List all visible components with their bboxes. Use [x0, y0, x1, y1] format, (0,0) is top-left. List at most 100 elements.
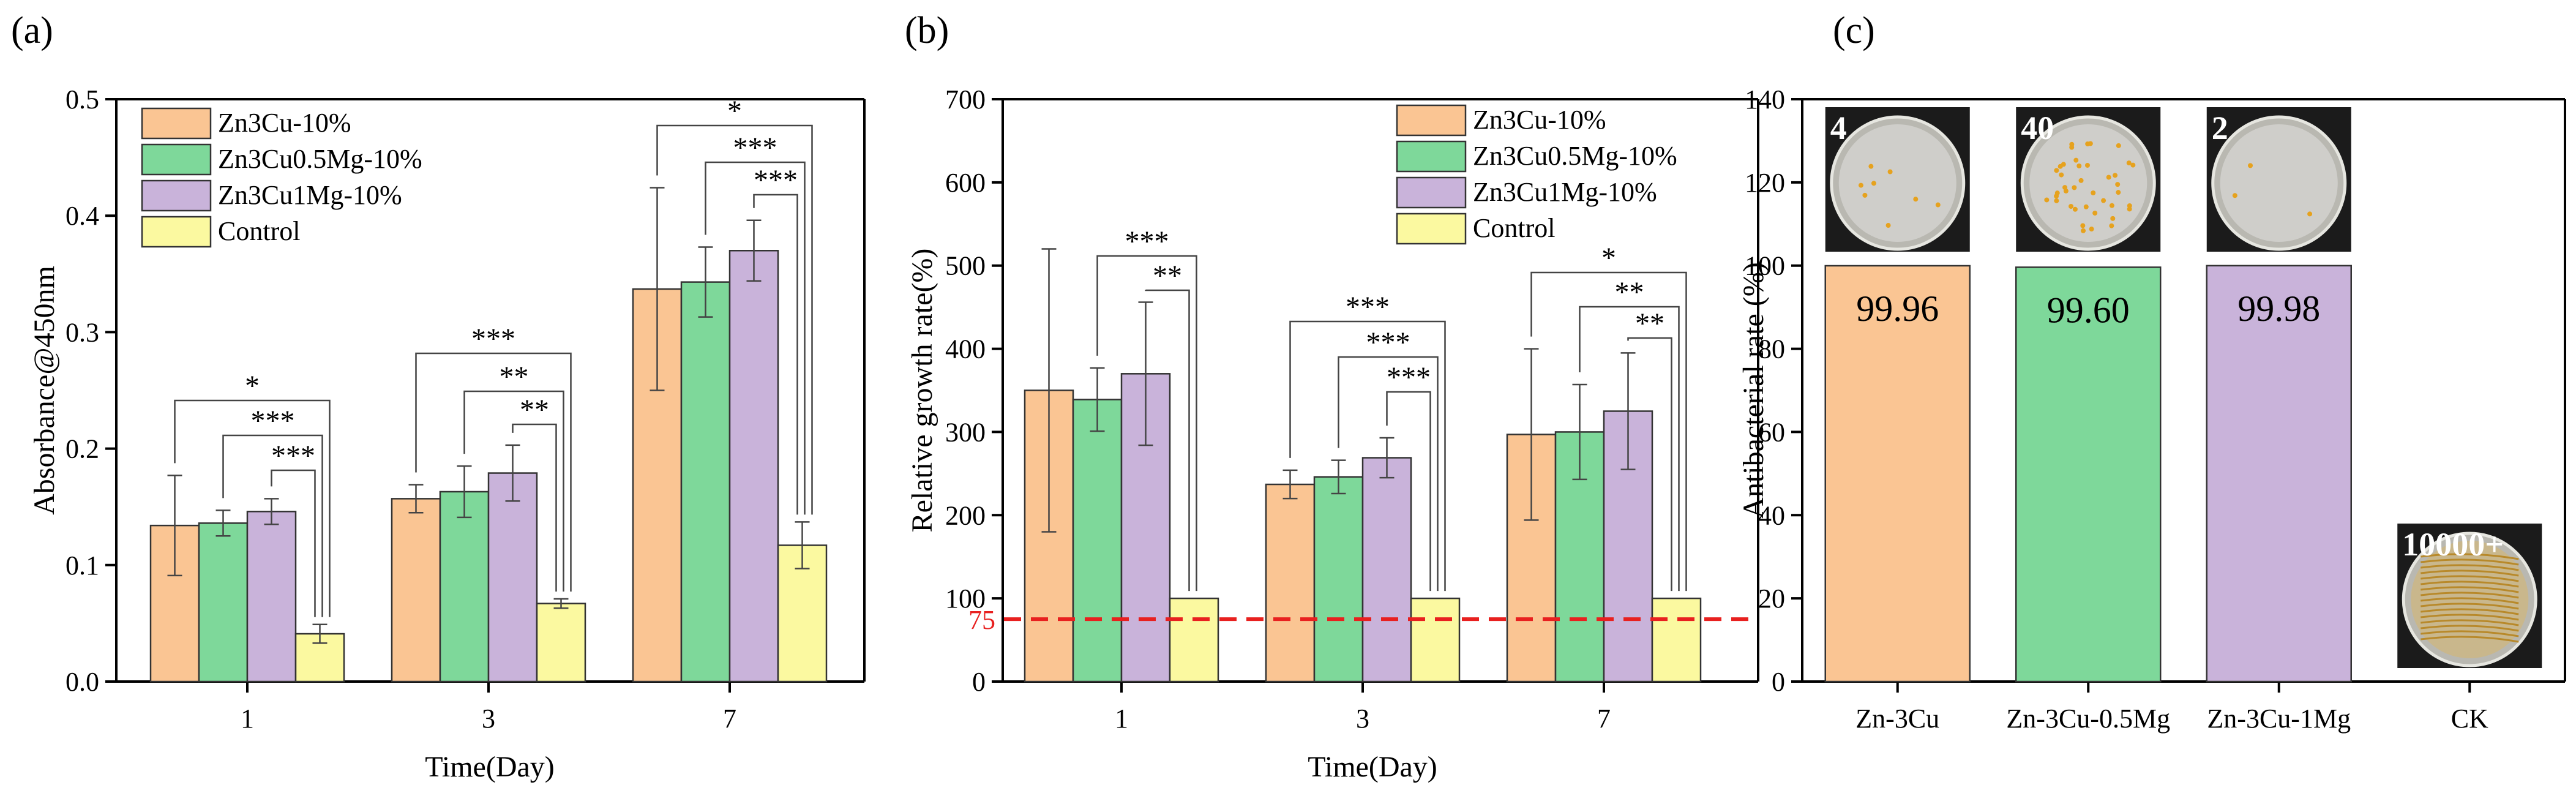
a-x-tick-label: 7 [723, 704, 736, 734]
c-colony [1862, 192, 1868, 198]
a-significance-label: *** [471, 323, 515, 355]
c-colony [2127, 206, 2132, 212]
c-y-tick-label: 100 [1745, 251, 1785, 281]
c-colony [2085, 141, 2091, 146]
c-colony [2113, 173, 2118, 178]
a-y-axis-title: Absorbance@450nm [28, 266, 61, 515]
b-significance-bracket [1338, 356, 1439, 592]
b-significance-bracket [1145, 289, 1190, 592]
c-colony-streak [2421, 558, 2519, 566]
c-colony-streak [2421, 575, 2519, 582]
panel-a: (a) [11, 10, 53, 51]
panel-c: (c) [1833, 10, 1875, 51]
c-colony [1885, 223, 1891, 228]
c-colony [1887, 169, 1893, 175]
c-y-tick-label: 20 [1758, 584, 1785, 614]
c-colony-streak [2421, 597, 2519, 604]
c-colony [1868, 163, 1874, 169]
c-colony-streak [2421, 592, 2519, 599]
c-dish-agar [2029, 124, 2147, 242]
c-value-label: 99.98 [2237, 288, 2320, 329]
a-significance-bracket [415, 352, 572, 592]
b-significance-label: ** [1153, 260, 1182, 292]
a-y-tick-label: 0.2 [66, 434, 99, 464]
a-significance-label: *** [271, 440, 315, 472]
c-y-tick-label: 40 [1758, 500, 1785, 530]
a-y-tick-label: 0.3 [66, 317, 99, 347]
c-colony [2109, 223, 2114, 228]
c-colony-count: 10000+ [2402, 526, 2504, 563]
b-significance-label: *** [1366, 326, 1410, 359]
b-bar [1169, 597, 1219, 683]
b-significance-bracket [1096, 255, 1197, 592]
c-colony [2054, 198, 2059, 203]
b-significance-bracket [1530, 271, 1687, 592]
a-y-tick-label: 0.0 [66, 667, 99, 697]
a-significance-bracket [753, 194, 798, 515]
c-colony [2080, 223, 2086, 228]
a-x-tick-label: 3 [482, 704, 495, 734]
c-colony [2076, 163, 2082, 168]
b-y-tick-label: 100 [945, 584, 986, 614]
b-significance-label: *** [1346, 291, 1390, 323]
b-y-tick-label: 500 [945, 251, 986, 281]
b-bar [1410, 597, 1461, 683]
c-value-label: 99.96 [1856, 288, 1939, 329]
c-colony [2116, 143, 2121, 148]
b-legend-label: Zn3Cu1Mg-10% [1473, 177, 1657, 207]
a-y-tick-label: 0.1 [66, 551, 99, 581]
c-dish-agar [1838, 124, 1956, 242]
a-legend-label: Zn3Cu1Mg-10% [218, 180, 402, 210]
b-y-tick-label: 600 [945, 168, 986, 198]
c-dish-agar [2220, 124, 2338, 242]
a-legend-swatch [141, 143, 212, 176]
a-significance-bracket [463, 390, 564, 592]
a-significance-label: *** [733, 132, 777, 164]
c-colony [2059, 172, 2064, 178]
c-colony-streak [2421, 564, 2519, 571]
a-bar [439, 490, 490, 683]
a-legend-swatch [141, 179, 212, 212]
c-colony-streak [2421, 619, 2519, 626]
c-y-tick-label: 120 [1745, 168, 1785, 198]
a-legend-label: Zn3Cu0.5Mg-10% [218, 144, 422, 174]
a-legend-label: Control [218, 216, 300, 246]
chart-marks-layer: 0.0 0.1 0.2 0.3 0.4 0.5 1 3 7 Zn3Cu-10% Zn3Cu0.5Mg… [28, 85, 2566, 783]
panel-b: (b) [905, 10, 949, 51]
b-legend-swatch [1396, 140, 1467, 173]
a-legend-swatch [141, 216, 212, 248]
b-significance-label: * [1601, 242, 1616, 274]
c-colony [2081, 228, 2086, 233]
c-x-tick-label: Zn-3Cu-0.5Mg [2006, 704, 2170, 734]
b-bar [1651, 597, 1702, 683]
a-significance-bracket [705, 161, 806, 515]
a-significance-label: *** [754, 164, 798, 197]
b-reference-line-label: 75 [968, 605, 995, 635]
c-y-tick-label: 80 [1758, 334, 1785, 364]
b-legend-swatch [1396, 176, 1467, 209]
c-colony [1858, 182, 1863, 188]
c-petri-dish-photo: 40 [2016, 107, 2161, 252]
c-colony [2054, 190, 2060, 196]
b-x-axis-title: Time(Day) [1308, 751, 1437, 783]
c-colony [2307, 211, 2313, 217]
c-colony [2126, 160, 2132, 166]
c-colony [2083, 204, 2089, 209]
c-colony [2062, 185, 2068, 190]
c-colony [2072, 206, 2078, 212]
c-colony [2072, 185, 2077, 190]
b-legend-label: Zn3Cu0.5Mg-10% [1473, 141, 1677, 171]
c-colony [2069, 141, 2075, 147]
c-colony [2109, 203, 2114, 208]
b-y-tick-label: 0 [972, 667, 986, 697]
c-colony-streak [2421, 586, 2519, 593]
a-bar [728, 250, 779, 683]
a-bar [487, 472, 538, 683]
c-colony [2057, 163, 2063, 169]
b-y-tick-label: 400 [945, 334, 986, 364]
c-petri-dish-photo: 4 [1825, 107, 1970, 252]
c-x-tick-label: Zn-3Cu-1Mg [2207, 704, 2351, 734]
a-significance-label: ** [500, 361, 529, 393]
panel-b-label: (b) [905, 10, 949, 51]
a-legend-swatch [141, 107, 212, 140]
